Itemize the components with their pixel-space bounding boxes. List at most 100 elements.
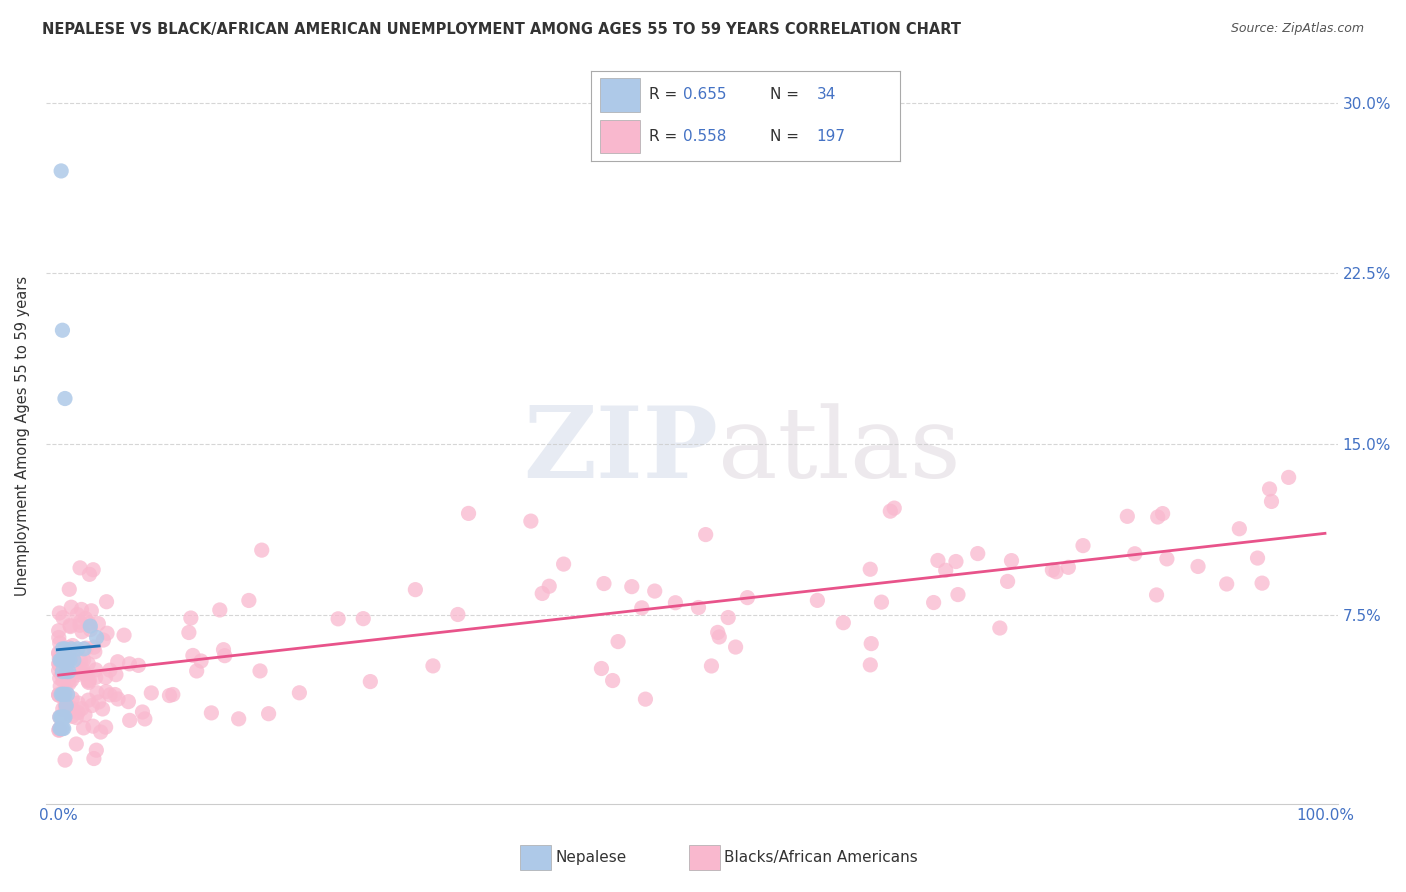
Point [404, 582, 426, 597]
Point [58, 673, 80, 687]
Point [927, 553, 949, 567]
Point [77, 616, 100, 631]
Point [56, 653, 79, 667]
Point [212, 642, 235, 657]
Point [531, 586, 554, 600]
Point [60, 709, 83, 723]
Point [63, 653, 86, 667]
Text: Blacks/African Americans: Blacks/African Americans [724, 850, 918, 864]
Point [56, 656, 79, 670]
Point [96, 684, 118, 698]
Point [52, 657, 75, 672]
Point [1227, 522, 1250, 536]
Point [48, 657, 70, 671]
Point [55, 665, 77, 679]
Point [79, 567, 101, 582]
Point [1116, 509, 1139, 524]
Point [83, 640, 105, 655]
Point [49, 658, 72, 673]
Point [59, 653, 82, 667]
Point [53, 392, 76, 406]
Text: 197: 197 [817, 129, 845, 144]
Point [66, 668, 89, 682]
Point [250, 543, 273, 558]
Point [51, 687, 73, 701]
Point [644, 584, 666, 599]
Point [131, 705, 153, 719]
Point [48, 624, 70, 638]
Point [51, 687, 73, 701]
Point [1251, 576, 1274, 591]
Text: atlas: atlas [717, 403, 960, 499]
Point [69, 618, 91, 632]
Point [134, 712, 156, 726]
Point [257, 706, 280, 721]
Point [60, 701, 83, 715]
Point [48, 671, 70, 685]
Y-axis label: Unemployment Among Ages 55 to 59 years: Unemployment Among Ages 55 to 59 years [15, 276, 30, 596]
Point [51, 722, 73, 736]
Point [75, 641, 97, 656]
Point [104, 667, 127, 681]
Point [664, 596, 686, 610]
Point [112, 628, 135, 642]
Point [51, 647, 73, 661]
Point [60, 666, 83, 681]
Point [55, 698, 77, 713]
Point [79, 623, 101, 637]
Point [84, 663, 107, 677]
Point [65, 737, 87, 751]
Point [591, 661, 613, 675]
Point [52, 722, 75, 736]
Point [52, 653, 75, 667]
Point [77, 674, 100, 689]
Point [634, 692, 657, 706]
Point [49, 653, 72, 667]
Point [53, 641, 76, 656]
Point [922, 595, 945, 609]
Point [1215, 577, 1237, 591]
Point [72, 653, 94, 667]
Point [77, 693, 100, 707]
Point [87, 695, 110, 709]
Point [73, 666, 96, 681]
Point [62, 639, 84, 653]
Point [228, 712, 250, 726]
Point [51, 657, 73, 672]
Point [60, 673, 83, 688]
Point [352, 612, 374, 626]
Point [59, 618, 82, 632]
Point [988, 621, 1011, 635]
Point [83, 751, 105, 765]
Point [94, 670, 117, 684]
Point [700, 659, 723, 673]
Bar [600, 120, 640, 153]
Point [520, 514, 543, 528]
Point [69, 654, 91, 668]
Point [127, 658, 149, 673]
Point [70, 624, 93, 639]
Point [883, 501, 905, 516]
Point [48, 606, 70, 620]
Point [717, 610, 740, 624]
Point [326, 612, 349, 626]
Point [737, 591, 759, 605]
Point [73, 707, 96, 722]
Point [98, 688, 121, 702]
Point [72, 721, 94, 735]
Point [58, 582, 80, 597]
Point [359, 674, 381, 689]
Point [1246, 551, 1268, 566]
Point [66, 706, 89, 720]
Point [695, 527, 717, 541]
Point [79, 619, 101, 633]
Point [55, 698, 77, 712]
Point [72, 663, 94, 677]
Point [688, 600, 710, 615]
Point [946, 588, 969, 602]
Point [60, 691, 83, 706]
Text: 0.655: 0.655 [683, 87, 727, 102]
Point [706, 625, 728, 640]
Point [870, 595, 893, 609]
Point [52, 610, 75, 624]
